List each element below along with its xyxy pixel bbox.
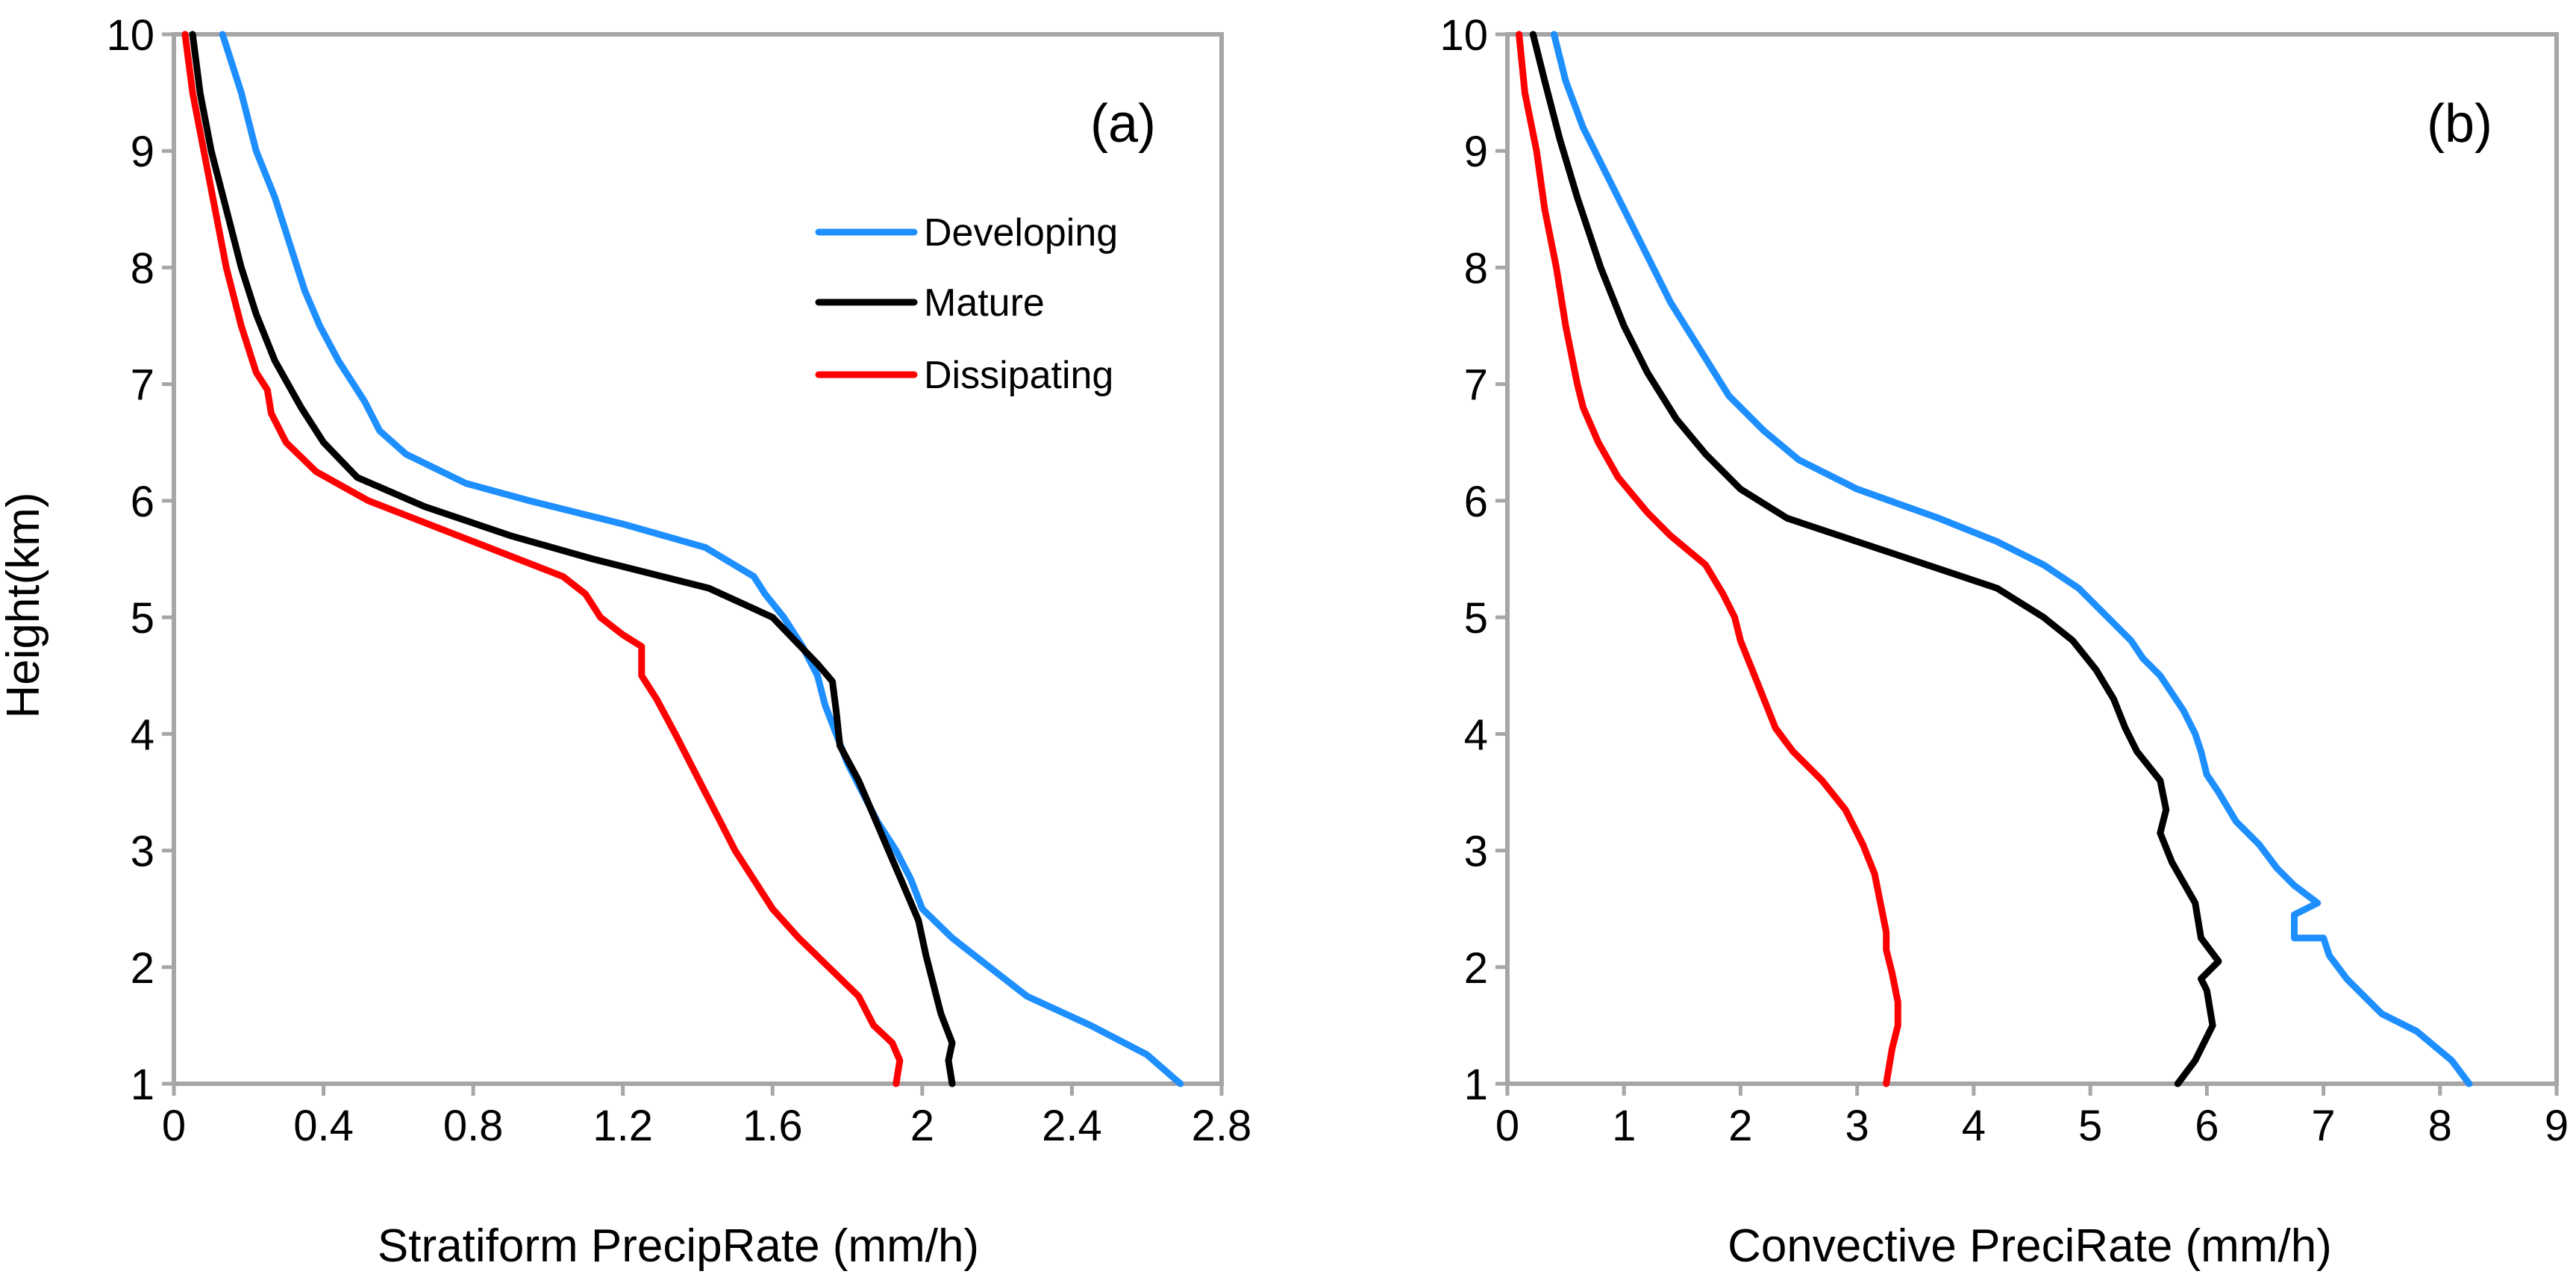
panel-b-y-tick-label: 9	[1464, 128, 1488, 176]
panel-a-label: (a)	[1090, 94, 1156, 154]
panel-b-x-tick-label: 4	[1962, 1102, 1986, 1150]
y-axis-title: Height(km)	[0, 492, 49, 718]
panel-b-series	[1516, 31, 2473, 1087]
panel-b-label: (b)	[2427, 94, 2492, 154]
panel-a-y-tick-label: 9	[131, 128, 154, 176]
panel-a-series-dissipating-line	[181, 31, 904, 1087]
panel-b-y-tick-label: 8	[1464, 244, 1488, 293]
panel-b-y-tick-label: 5	[1464, 594, 1488, 643]
legend-entry-dissipating: Dissipating	[815, 354, 1113, 397]
panel-b-x-axis-title: Convective PreciRate (mm/h)	[1728, 1220, 2332, 1272]
panel-b-x-tick-label: 9	[2545, 1102, 2569, 1150]
panel-a-x-axis-title: Stratiform PrecipRate (mm/h)	[378, 1220, 979, 1272]
panel-a-x-tick-label: 1.2	[593, 1102, 653, 1150]
panel-a-series-developing-line	[219, 31, 1184, 1087]
panel-a-x-tick-label: 0	[162, 1102, 186, 1150]
panel-b-x-tick-label: 0	[1495, 1102, 1519, 1150]
panel-a-x-tick-label: 0.4	[293, 1102, 354, 1150]
panel-a-x-tick-label: 2.8	[1192, 1102, 1252, 1150]
panel-a-x-tick-label: 2.4	[1042, 1102, 1102, 1150]
panel-b-y-tick-label: 1	[1464, 1061, 1488, 1109]
panel-a-x-tick-label: 0.8	[443, 1102, 504, 1150]
panel-b-x-ticks: 0 1 2 3 4 5 6 7 8 9	[1495, 1084, 2569, 1150]
panel-a-y-tick-label: 10	[106, 11, 154, 60]
panel-a-y-tick-label: 1	[131, 1061, 154, 1109]
legend-label-mature: Mature	[924, 281, 1045, 325]
panel-b-y-tick-label: 4	[1464, 711, 1488, 759]
legend: Developing Mature Dissipating	[815, 211, 1118, 397]
panel-b-x-tick-label: 1	[1612, 1102, 1636, 1150]
panel-b-x-tick-label: 7	[2311, 1102, 2335, 1150]
panel-b-y-tick-label: 2	[1464, 944, 1488, 993]
panel-a-series-mature-line	[189, 31, 956, 1087]
panel-a-series	[181, 31, 1184, 1087]
panel-a-y-tick-label: 5	[131, 594, 154, 643]
panel-a-y-tick-label: 4	[131, 711, 154, 759]
legend-label-dissipating: Dissipating	[924, 354, 1113, 397]
panel-b-x-tick-label: 2	[1728, 1102, 1752, 1150]
panel-a-y-tick-label: 7	[131, 361, 154, 410]
panel-a-x-tick-label: 1.6	[743, 1102, 803, 1150]
panel-a-y-tick-label: 3	[131, 828, 154, 876]
panel-b-y-tick-label: 3	[1464, 828, 1488, 876]
panel-b-y-tick-label: 10	[1439, 11, 1488, 60]
legend-label-developing: Developing	[924, 211, 1118, 255]
panel-a-y-tick-label: 2	[131, 944, 154, 993]
panel-b-x-tick-label: 3	[1845, 1102, 1869, 1150]
panel-a-y-tick-label: 6	[131, 478, 154, 526]
panel-b-x-tick-label: 5	[2078, 1102, 2102, 1150]
panel-b-series-mature-line	[1529, 31, 2222, 1087]
panel-a-x-tick-label: 2	[910, 1102, 934, 1150]
panel-b-y-tick-label: 6	[1464, 478, 1488, 526]
panel-b-frame	[1505, 32, 2559, 1086]
panel-b-y-ticks: 1 2 3 4 5 6 7 8 9 10	[1439, 11, 1507, 1109]
panel-b-y-tick-label: 7	[1464, 361, 1488, 410]
panel-b-x-tick-label: 6	[2195, 1102, 2219, 1150]
panel-b-series-developing-line	[1551, 31, 2473, 1087]
panel-b-series-dissipating-line	[1516, 31, 1901, 1087]
panel-a-x-ticks: 0 0.4 0.8 1.2 1.6 2 2.4 2.8	[162, 1084, 1251, 1150]
panel-a: 0 0.4 0.8 1.2 1.6 2 2.4 2.8 1 2 3 4 5 6 7 8 9 10 (a) Str…	[106, 11, 1251, 1272]
legend-entry-mature: Mature	[815, 281, 1045, 325]
panel-a-y-ticks: 1 2 3 4 5 6 7 8 9 10	[106, 11, 174, 1109]
panel-a-frame	[172, 32, 1224, 1086]
panel-b-x-tick-label: 8	[2428, 1102, 2452, 1150]
panel-a-y-tick-label: 8	[131, 244, 154, 293]
legend-entry-developing: Developing	[815, 211, 1118, 255]
